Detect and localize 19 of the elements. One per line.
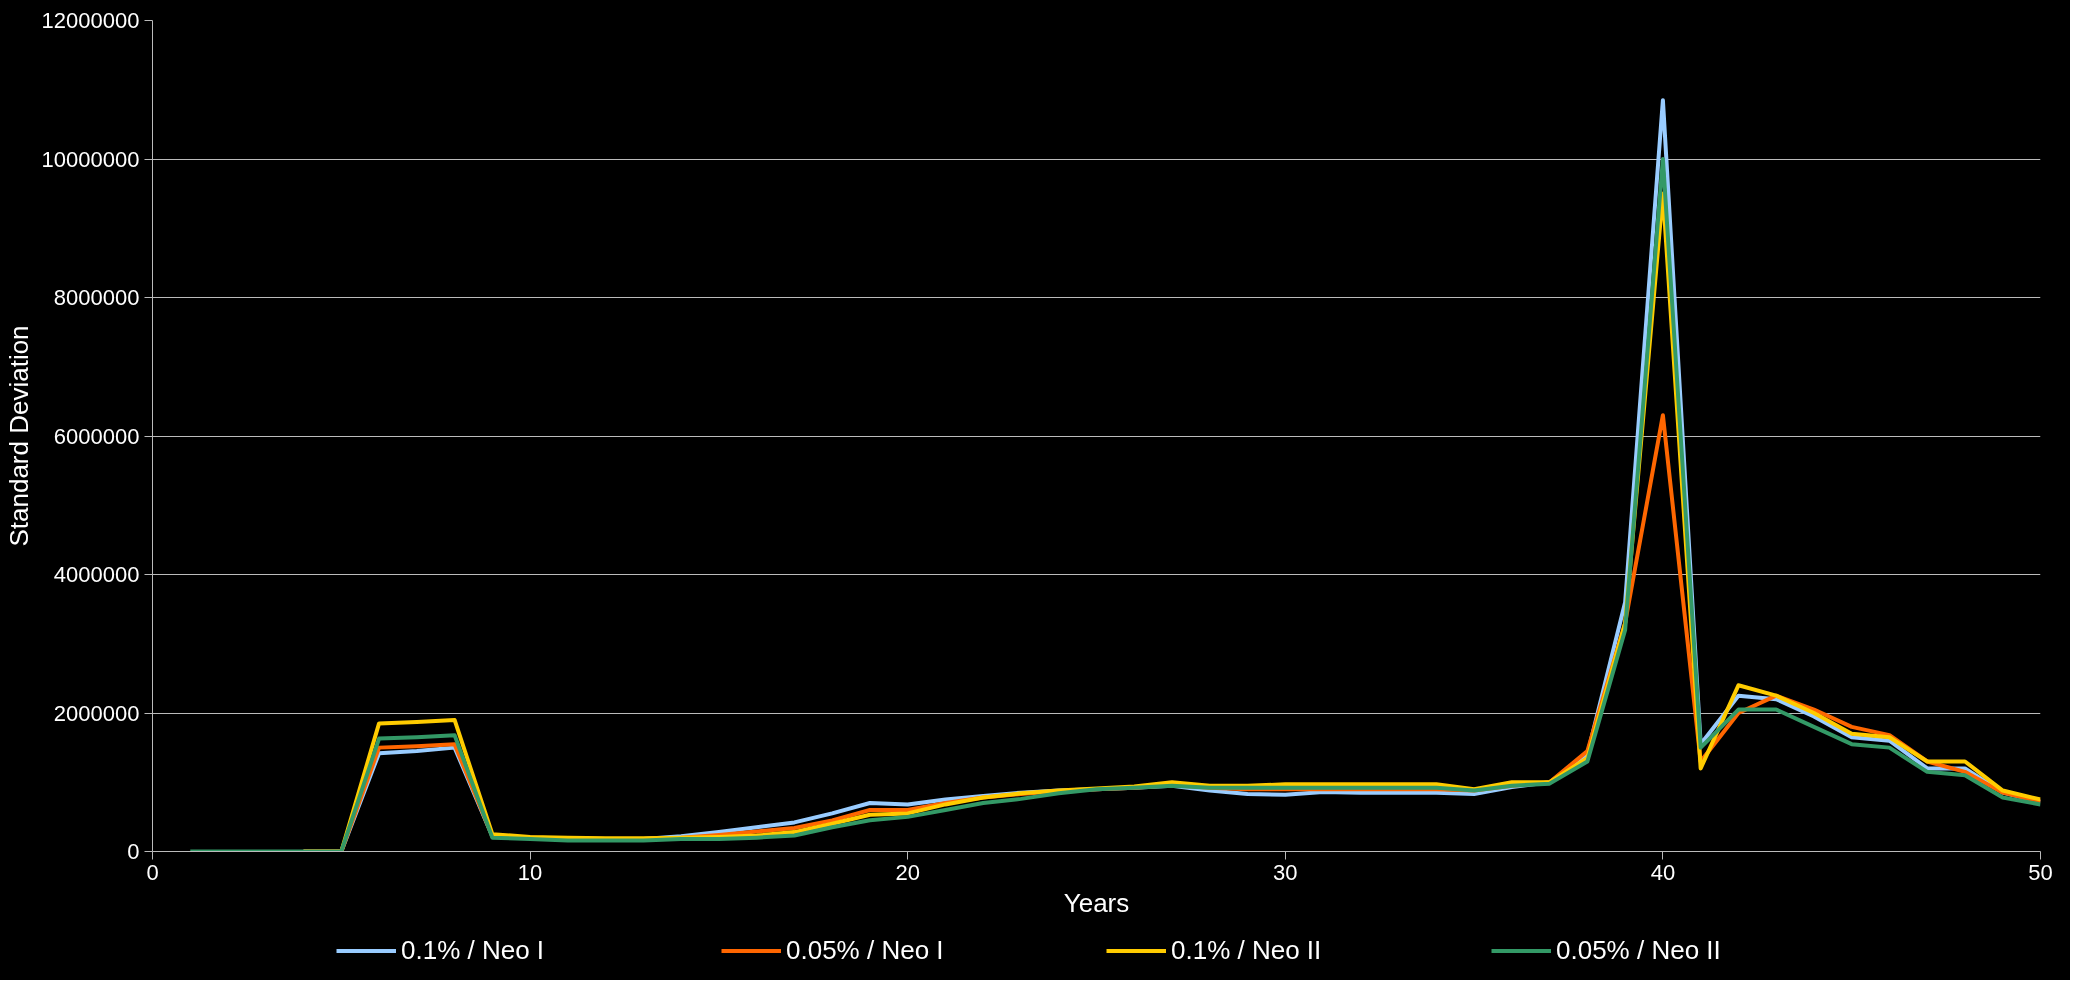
- x-tick-label: 20: [895, 859, 920, 885]
- y-tick-label: 4000000: [53, 562, 140, 587]
- y-tick-label: 6000000: [53, 423, 140, 449]
- y-axis-title: Standard Deviation: [3, 325, 34, 547]
- legend-label: 0.05% / Neo II: [1556, 934, 1722, 966]
- legend-label: 0.1% / Neo I: [401, 934, 546, 966]
- y-tick-label: 8000000: [53, 285, 140, 310]
- y-tick-label: 12000000: [41, 8, 140, 33]
- y-tick-label: 2000000: [53, 700, 140, 726]
- x-tick-label: 30: [1273, 859, 1298, 885]
- x-tick-label: 0: [146, 859, 159, 885]
- y-tick-label: 0: [127, 839, 140, 864]
- legend-label: 0.1% / Neo II: [1171, 934, 1323, 966]
- x-axis-title: Years: [1063, 887, 1130, 918]
- x-tick-label: 50: [2028, 859, 2053, 885]
- x-tick-label: 10: [517, 859, 543, 885]
- x-tick-label: 40: [1650, 859, 1676, 885]
- y-tick-label: 10000000: [41, 146, 140, 172]
- legend-label: 0.05% / Neo I: [786, 934, 945, 966]
